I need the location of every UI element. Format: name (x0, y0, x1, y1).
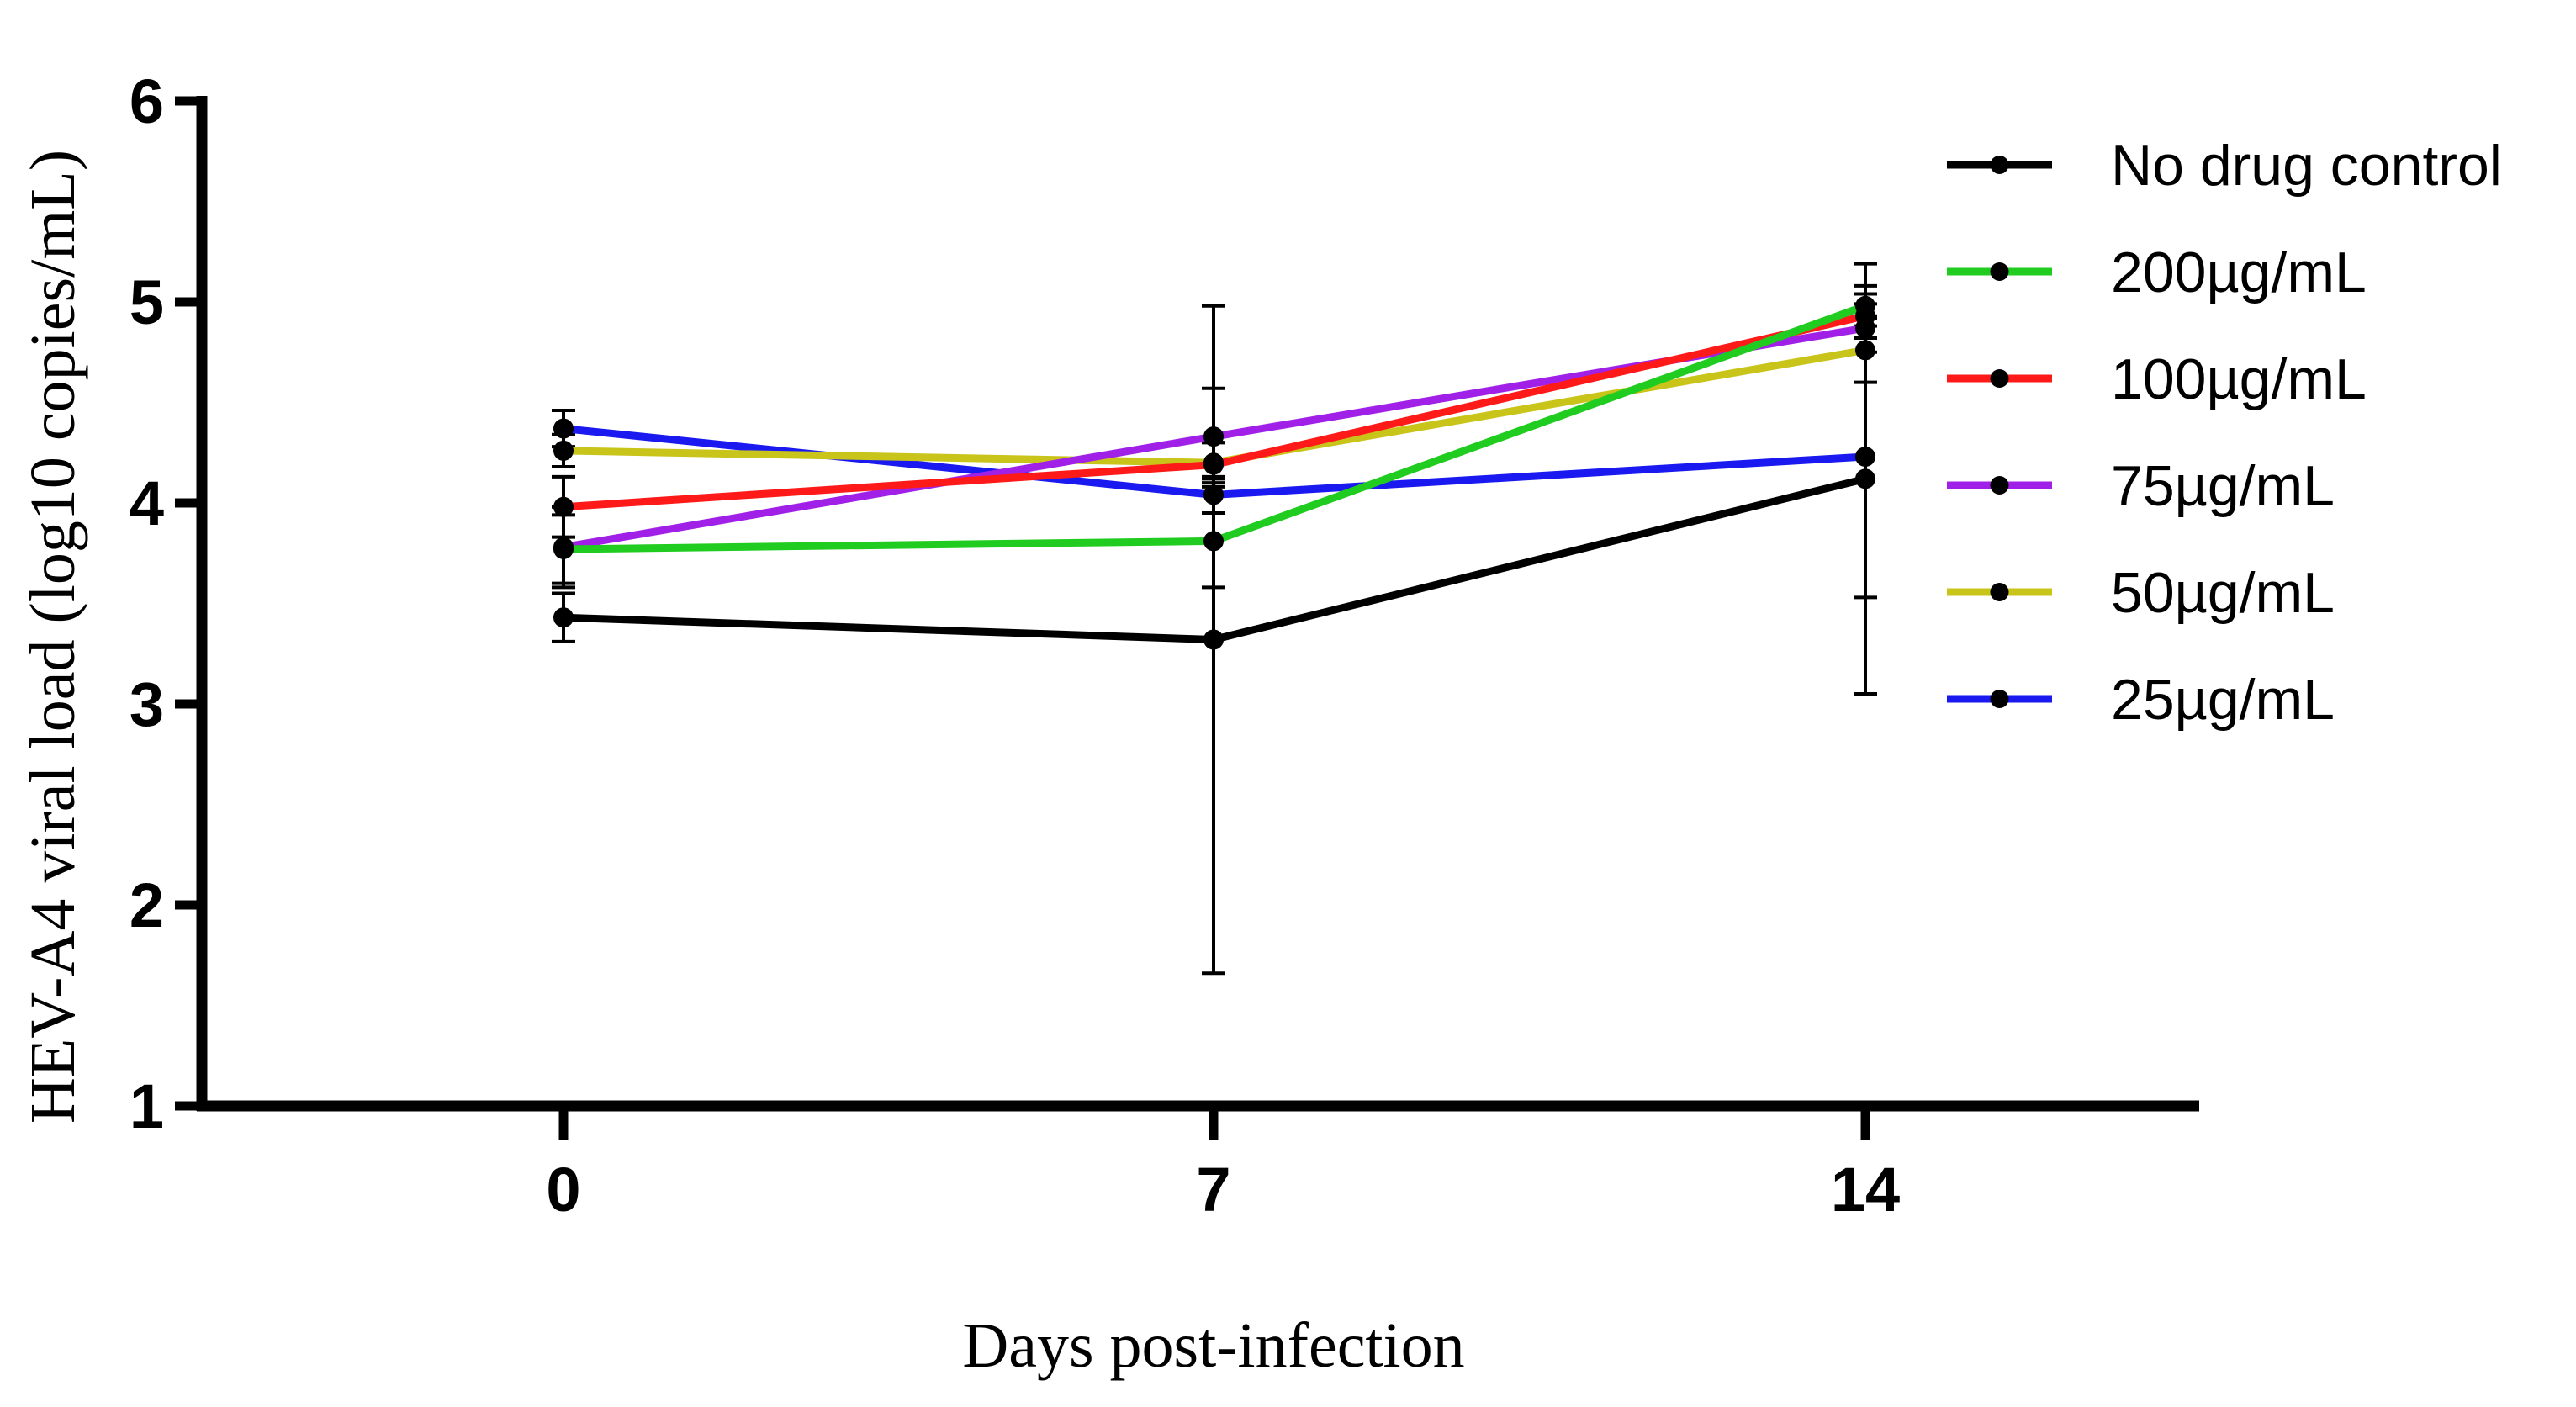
data-point (1855, 468, 1875, 489)
data-point (1855, 447, 1875, 468)
data-point (1203, 484, 1224, 505)
data-point (553, 538, 574, 559)
y-tick-label: 4 (130, 468, 164, 538)
x-tick-label: 0 (546, 1155, 580, 1225)
data-points (553, 295, 1875, 650)
data-point (553, 496, 574, 517)
legend-label: 25µg/mL (2111, 668, 2335, 732)
data-point (1203, 426, 1224, 447)
y-tick-label: 1 (130, 1071, 164, 1141)
axes: 1 2 3 4 5 6 0 7 14 (130, 66, 2199, 1225)
legend-label: No drug control (2111, 134, 2502, 198)
data-point (553, 440, 574, 461)
legend-marker (1990, 690, 2009, 708)
y-tick-label: 5 (130, 267, 164, 337)
legend-label: 200µg/mL (2111, 241, 2367, 304)
legend-marker (1990, 369, 2009, 388)
x-tick-label: 7 (1196, 1155, 1230, 1225)
data-point (1855, 295, 1875, 316)
legend: No drug control 200µg/mL 100µg/mL 75µg/mL 50… (1947, 134, 2502, 732)
legend-label: 50µg/mL (2111, 561, 2335, 625)
y-ticks: 1 2 3 4 5 6 (130, 66, 202, 1141)
x-axis-title: Days post-infection (962, 1310, 1464, 1381)
y-axis-title: HEV-A4 viral load (log10 copies/mL) (18, 150, 88, 1124)
legend-marker (1990, 156, 2009, 174)
legend-label: 75µg/mL (2111, 454, 2335, 518)
legend-label: 100µg/mL (2111, 347, 2367, 411)
data-point (553, 418, 574, 439)
x-ticks: 0 7 14 (546, 1106, 1900, 1225)
data-point (1203, 629, 1224, 650)
data-point (1203, 454, 1224, 475)
legend-marker (1990, 583, 2009, 601)
legend-marker (1990, 262, 2009, 281)
y-tick-label: 3 (130, 669, 164, 739)
y-tick-label: 2 (130, 870, 164, 940)
y-tick-label: 6 (130, 66, 164, 136)
data-point (1203, 531, 1224, 552)
legend-marker (1990, 476, 2009, 495)
data-point (553, 607, 574, 628)
data-point (1855, 340, 1875, 361)
x-tick-label: 14 (1831, 1155, 1900, 1225)
